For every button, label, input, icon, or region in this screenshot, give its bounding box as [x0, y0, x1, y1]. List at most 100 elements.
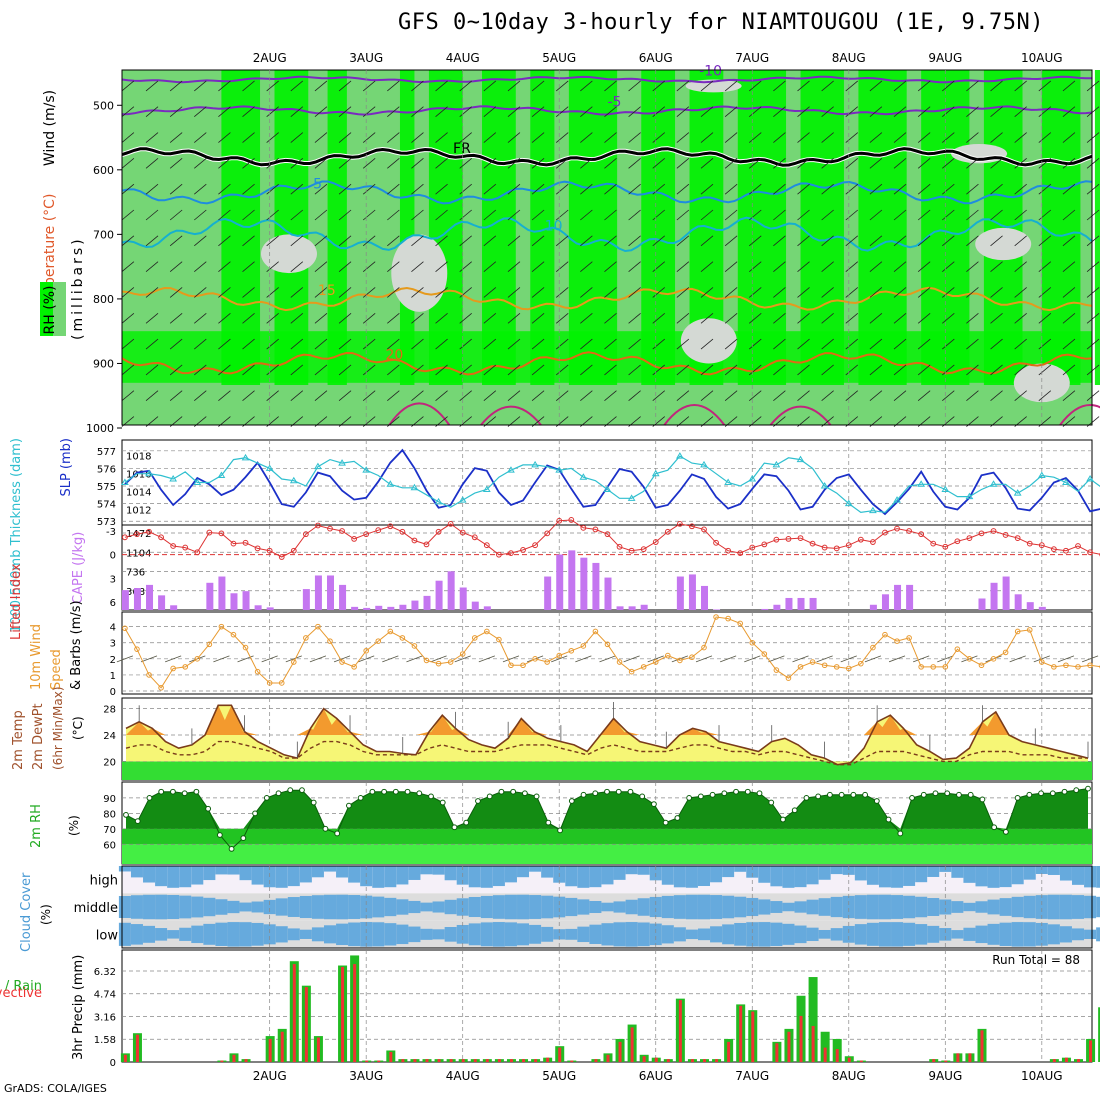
top-date-label: 7AUG — [735, 51, 769, 65]
wind-barb — [387, 364, 400, 376]
temp-warm-fill — [692, 731, 720, 735]
thickness-point — [434, 497, 443, 505]
cloud-high-bar — [589, 866, 602, 888]
wind-barb — [700, 158, 714, 169]
wind-barb — [507, 287, 521, 298]
wind-barb — [435, 183, 448, 195]
wind-barb — [338, 364, 352, 376]
precip-convective-bar — [847, 1057, 851, 1062]
lifted-index-point — [701, 526, 707, 533]
cloud-high-bar — [878, 866, 891, 888]
top-date-label: 9AUG — [928, 51, 962, 65]
wind-barb — [411, 235, 424, 247]
bottom-date-label: 2AUG — [253, 1069, 287, 1083]
cloud-low-bar — [420, 928, 433, 940]
cloud-middle-bar — [118, 895, 131, 919]
wind-barb — [942, 235, 955, 247]
cloud-middle-bar — [758, 899, 771, 915]
cloud-middle-bar — [191, 896, 204, 918]
thickness-point — [265, 464, 274, 471]
wind-barb — [917, 287, 931, 298]
cloud-low-bar — [927, 925, 940, 943]
wind-barb — [773, 106, 786, 118]
lifted-index-point — [797, 535, 804, 541]
grads-credit: GrADS: COLA/IGES — [4, 1082, 107, 1095]
wind-barb — [966, 312, 979, 324]
wind-barb — [966, 261, 979, 272]
wind-barb — [749, 364, 762, 376]
lifted-index-point — [676, 521, 683, 527]
cloud-high-bar — [842, 866, 855, 875]
wind-barb — [121, 364, 135, 376]
cloud-high-bar — [336, 866, 349, 878]
cape-bar — [121, 590, 129, 610]
cape-bar — [773, 604, 781, 610]
wind-barb — [917, 209, 931, 221]
wind-barb — [1014, 209, 1027, 221]
cloud-high-bar — [722, 866, 735, 878]
isotherm-line — [121, 286, 1093, 312]
wind-barb — [483, 80, 497, 92]
cape-bar — [399, 604, 407, 610]
wind-barb — [194, 183, 207, 195]
cloud-high-bar — [1047, 866, 1060, 875]
rh-point — [134, 818, 141, 824]
wind-barb — [362, 132, 376, 143]
wind-barb — [435, 235, 448, 247]
thickness-point — [386, 480, 395, 487]
wind-barb — [869, 183, 883, 195]
rh-point — [205, 805, 212, 812]
wind-barb — [1038, 132, 1052, 143]
wind-speed-point — [737, 620, 743, 627]
surface-wind-barb — [430, 655, 447, 663]
cloud-high-bar — [444, 866, 457, 881]
lifted-index-point — [146, 528, 152, 535]
wind-barb — [266, 183, 279, 195]
wind-barb — [942, 106, 955, 118]
lifted-index-point — [942, 543, 949, 550]
wind-barb — [459, 338, 472, 350]
wind-barb — [749, 390, 762, 402]
cloud-high-bar — [782, 866, 795, 888]
thickness-point — [820, 482, 829, 489]
cloud-frame — [121, 865, 1093, 949]
cloud-low-bar — [360, 922, 373, 947]
cloud-low-bar — [239, 922, 252, 947]
rh-point — [897, 830, 904, 837]
wind-speed-point — [520, 662, 526, 669]
thickness-point — [507, 466, 515, 473]
wind-barb — [845, 158, 859, 169]
cape-bar — [375, 605, 383, 610]
surface-wind-barb — [309, 655, 327, 663]
wind-barb — [580, 261, 593, 272]
wind-speed-point — [906, 635, 912, 641]
wind-barb — [628, 183, 641, 195]
lifted-index-point — [785, 535, 792, 542]
wind-barb — [845, 183, 859, 195]
wind-barb — [990, 364, 1003, 376]
wind-barb — [700, 235, 714, 247]
cloud-middle-bar — [420, 902, 433, 912]
precip-convective-bar — [835, 1049, 839, 1062]
rh-point — [369, 788, 376, 795]
wind-barb — [1014, 364, 1027, 376]
wind-barb — [459, 158, 472, 169]
lifted-index-point — [737, 550, 744, 556]
cloud-low-bar — [396, 924, 409, 945]
temp-warm-fill — [679, 728, 706, 735]
wind-barb — [652, 312, 665, 324]
wind-barb — [942, 132, 955, 143]
cloud-low-bar — [1084, 929, 1097, 939]
wind-barb — [1014, 312, 1027, 324]
precip-convective-bar — [666, 1059, 670, 1062]
wind-speed-point — [628, 668, 635, 675]
wind-axis-label-1: 10m Wind — [29, 624, 44, 690]
cloud-high-bar — [866, 866, 879, 885]
cape-bar — [990, 582, 998, 610]
wind-barb — [869, 158, 883, 169]
wind-speed-point — [1075, 664, 1081, 670]
precip-convective-bar — [1052, 1059, 1056, 1062]
wind-barb — [338, 261, 352, 272]
rh-tick-label: 90 — [103, 794, 116, 805]
wind-barb — [290, 287, 304, 298]
